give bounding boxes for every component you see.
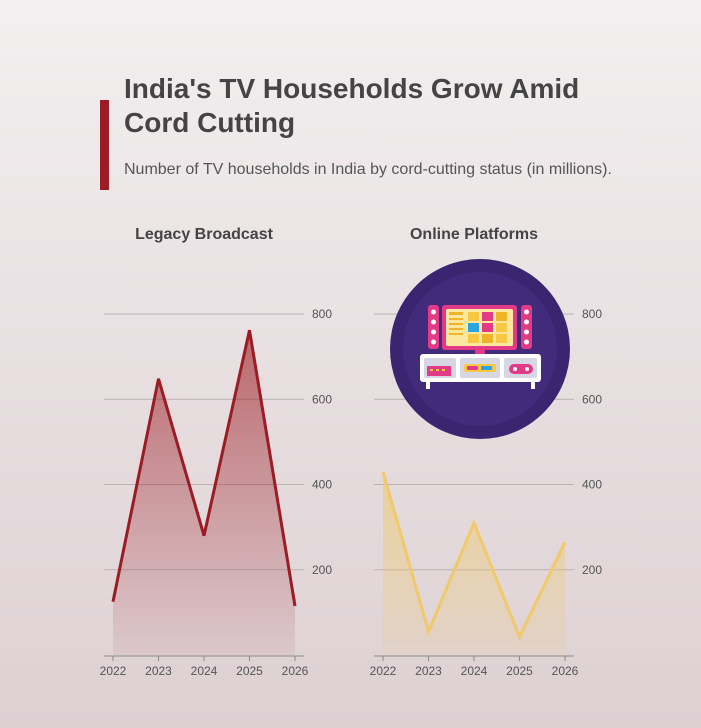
x-tick-label: 2024 <box>191 664 218 678</box>
area-fill <box>383 471 565 655</box>
x-tick-label: 2026 <box>282 664 309 678</box>
page-subtitle: Number of TV households in India by cord… <box>124 161 612 178</box>
x-tick-label: 2022 <box>370 664 397 678</box>
y-tick-label: 200 <box>312 563 332 577</box>
x-tick-label: 2026 <box>552 664 579 678</box>
y-tick-label: 800 <box>582 307 602 321</box>
x-tick-label: 2024 <box>461 664 488 678</box>
y-tick-label: 200 <box>582 563 602 577</box>
accent-bar <box>100 100 109 190</box>
y-tick-label: 400 <box>312 478 332 492</box>
page-title: India's TV Households Grow Amid Cord Cut… <box>124 73 580 138</box>
area-fill <box>113 330 295 655</box>
tv-entertainment-icon <box>390 259 570 439</box>
online-panel-title: Online Platforms <box>409 226 539 243</box>
y-tick-label: 800 <box>312 307 332 321</box>
legacy-broadcast-chart: 200 400 600 800 2022 2023 2024 2025 2026 <box>100 307 333 678</box>
y-tick-label: 400 <box>582 478 602 492</box>
y-tick-label: 600 <box>582 392 602 406</box>
x-tick-label: 2025 <box>236 664 263 678</box>
x-tick-label: 2023 <box>415 664 442 678</box>
x-tick-label: 2023 <box>145 664 172 678</box>
legacy-panel-title: Legacy Broadcast <box>135 226 273 243</box>
x-tick-label: 2025 <box>506 664 533 678</box>
y-tick-label: 600 <box>312 392 332 406</box>
x-tick-label: 2022 <box>100 664 127 678</box>
